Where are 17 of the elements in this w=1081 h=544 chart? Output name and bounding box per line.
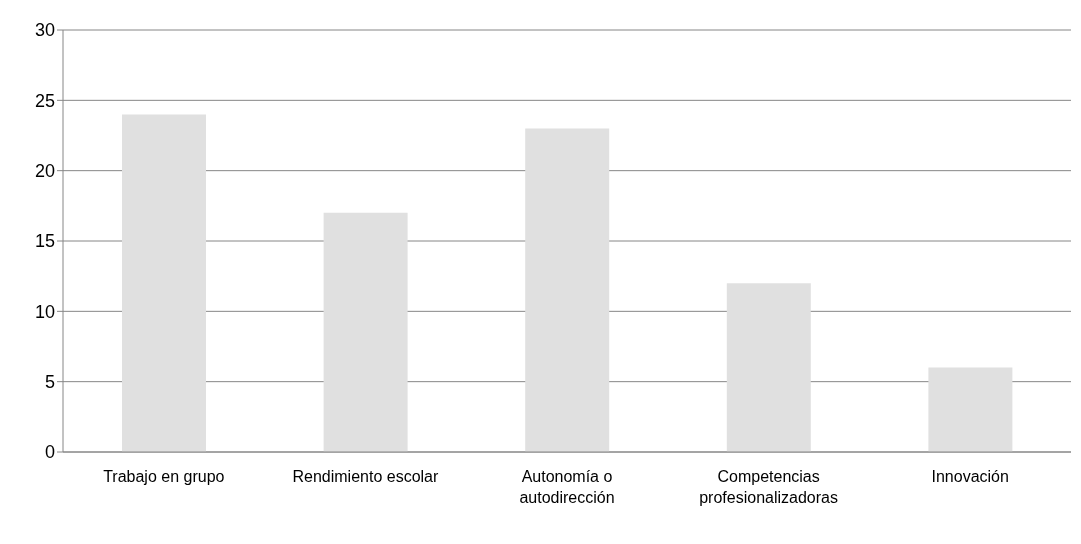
y-tick-label: 20	[34, 161, 55, 182]
y-tick-label: 25	[34, 90, 55, 111]
bar	[525, 128, 610, 452]
x-tick-label: Innovación	[931, 468, 1009, 485]
bar	[323, 212, 408, 452]
y-tick-label: 15	[34, 231, 55, 252]
x-tick-label: Trabajo en grupo	[103, 468, 225, 485]
y-tick-label: 0	[44, 442, 55, 463]
bar	[122, 114, 206, 452]
bar	[726, 283, 811, 452]
bar	[928, 367, 1013, 452]
y-tick-label: 30	[34, 20, 55, 41]
x-tick-label: Rendimiento escolar	[292, 468, 439, 485]
y-tick-label: 5	[44, 372, 55, 393]
x-tick-label: Competencias profesionalizadoras	[699, 468, 838, 506]
x-tick-label: Autonomía o autodirección	[519, 468, 615, 506]
y-tick-label: 10	[34, 301, 55, 322]
